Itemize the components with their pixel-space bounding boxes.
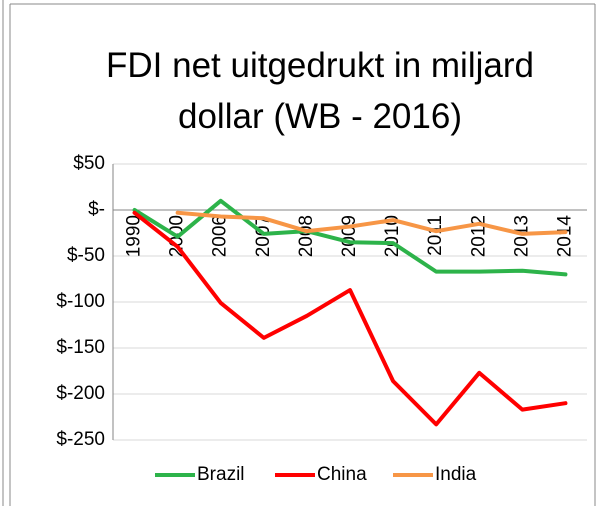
x-tick-label: 2008	[296, 215, 317, 257]
series-line	[132, 198, 568, 277]
x-tick-label: 2006	[210, 215, 231, 257]
x-tick-label: 2013	[511, 215, 532, 257]
x-tick-label: 2014	[554, 215, 575, 258]
y-tick-label: $-	[88, 199, 105, 220]
x-tick-label: 2009	[339, 215, 360, 257]
legend-label: China	[317, 464, 367, 485]
y-tick-label: $-150	[56, 337, 105, 358]
y-tick-label: $-50	[67, 245, 105, 266]
y-tick-label: $-250	[56, 429, 105, 450]
series-line	[175, 210, 568, 236]
series-line	[132, 210, 568, 427]
x-tick-label: 2012	[468, 215, 489, 257]
y-tick-label: $-100	[56, 291, 105, 312]
x-tick-label: 1990	[124, 215, 145, 257]
chart-title: FDI net uitgedrukt in miljard dollar (WB…	[106, 46, 534, 136]
x-tick-label: 2007	[253, 215, 274, 257]
y-tick-label: $-200	[56, 383, 105, 404]
legend-label: Brazil	[197, 464, 245, 485]
legend-label: India	[435, 464, 477, 485]
x-tick-label: 2011	[425, 215, 446, 256]
y-tick-label: $50	[73, 153, 105, 174]
